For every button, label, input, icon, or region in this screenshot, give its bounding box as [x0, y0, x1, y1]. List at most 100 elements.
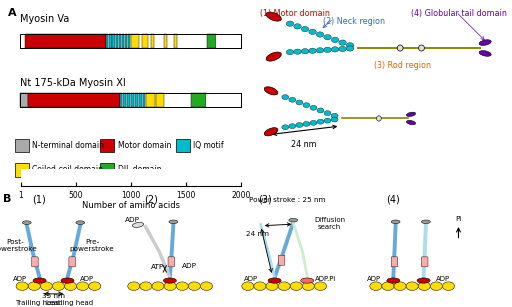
Text: Pi: Pi: [455, 216, 462, 222]
FancyBboxPatch shape: [119, 34, 121, 49]
Circle shape: [302, 282, 314, 290]
FancyBboxPatch shape: [123, 93, 126, 107]
Text: A: A: [8, 8, 16, 18]
Circle shape: [289, 124, 296, 129]
Text: ADP: ADP: [80, 276, 94, 282]
Circle shape: [176, 282, 188, 290]
Ellipse shape: [23, 221, 31, 224]
Ellipse shape: [391, 220, 400, 223]
Ellipse shape: [397, 45, 403, 51]
Circle shape: [266, 282, 278, 290]
Ellipse shape: [479, 40, 491, 45]
Circle shape: [28, 282, 40, 290]
Ellipse shape: [132, 223, 144, 227]
Text: Leading head: Leading head: [46, 300, 93, 306]
FancyBboxPatch shape: [176, 139, 189, 152]
Text: Nt 175-kDa Myosin XI: Nt 175-kDa Myosin XI: [20, 79, 126, 88]
Circle shape: [339, 46, 346, 52]
Text: 24 nm: 24 nm: [246, 231, 268, 237]
FancyBboxPatch shape: [15, 163, 29, 177]
Circle shape: [310, 105, 317, 110]
FancyBboxPatch shape: [20, 34, 25, 49]
Circle shape: [339, 40, 346, 45]
Text: Pre-
powerstroke: Pre- powerstroke: [70, 239, 114, 252]
Text: ADP: ADP: [367, 276, 381, 282]
Text: 24 nm: 24 nm: [291, 140, 316, 149]
Ellipse shape: [376, 116, 381, 121]
Circle shape: [282, 125, 289, 130]
Circle shape: [316, 32, 324, 37]
Text: Motor domain: Motor domain: [118, 141, 171, 150]
Text: (2): (2): [144, 195, 158, 204]
Circle shape: [188, 282, 200, 290]
Circle shape: [294, 24, 301, 29]
Circle shape: [324, 47, 331, 52]
Circle shape: [346, 43, 354, 48]
Circle shape: [128, 282, 140, 290]
FancyBboxPatch shape: [29, 93, 119, 107]
FancyBboxPatch shape: [421, 257, 428, 267]
Text: ADP: ADP: [125, 217, 140, 223]
Circle shape: [77, 282, 89, 290]
Circle shape: [278, 282, 290, 290]
Text: Power stroke : 25 nm: Power stroke : 25 nm: [249, 197, 326, 203]
Circle shape: [331, 117, 338, 122]
Circle shape: [394, 282, 406, 290]
Text: IQ motif: IQ motif: [193, 141, 223, 150]
Text: (2) Neck region: (2) Neck region: [323, 17, 385, 25]
Circle shape: [40, 282, 52, 290]
Ellipse shape: [33, 278, 46, 283]
Text: ADP: ADP: [182, 263, 197, 270]
FancyBboxPatch shape: [25, 34, 106, 49]
Circle shape: [316, 48, 324, 53]
FancyBboxPatch shape: [143, 93, 145, 107]
Circle shape: [309, 29, 316, 34]
Text: (1) Motor domain: (1) Motor domain: [261, 9, 330, 18]
Text: ADP: ADP: [13, 276, 27, 282]
Circle shape: [286, 49, 294, 55]
Circle shape: [317, 119, 324, 124]
FancyBboxPatch shape: [127, 93, 130, 107]
Circle shape: [290, 282, 302, 290]
Text: ADP.Pi: ADP.Pi: [315, 276, 336, 282]
Ellipse shape: [266, 52, 281, 61]
Circle shape: [65, 282, 77, 290]
Circle shape: [331, 37, 339, 43]
FancyBboxPatch shape: [100, 139, 114, 152]
Text: (1): (1): [33, 195, 46, 204]
FancyBboxPatch shape: [207, 34, 216, 49]
X-axis label: Number of amino acids: Number of amino acids: [82, 201, 180, 210]
Ellipse shape: [169, 220, 178, 223]
FancyBboxPatch shape: [391, 257, 398, 267]
Circle shape: [430, 282, 442, 290]
Circle shape: [324, 111, 331, 116]
Ellipse shape: [289, 218, 297, 222]
Text: Myosin Va: Myosin Va: [20, 14, 70, 24]
Text: ADP: ADP: [436, 276, 450, 282]
FancyBboxPatch shape: [20, 34, 241, 49]
FancyBboxPatch shape: [139, 93, 142, 107]
Circle shape: [140, 282, 152, 290]
Circle shape: [254, 282, 266, 290]
Circle shape: [303, 103, 310, 107]
FancyBboxPatch shape: [15, 139, 29, 152]
FancyBboxPatch shape: [122, 34, 124, 49]
FancyBboxPatch shape: [20, 93, 241, 107]
Circle shape: [301, 49, 309, 54]
Circle shape: [200, 282, 212, 290]
Circle shape: [164, 282, 176, 290]
Ellipse shape: [418, 45, 424, 51]
FancyBboxPatch shape: [151, 34, 154, 49]
Text: DIL domain: DIL domain: [118, 165, 161, 174]
Text: ADP: ADP: [244, 276, 259, 282]
FancyBboxPatch shape: [206, 93, 241, 107]
FancyBboxPatch shape: [125, 34, 127, 49]
Text: Post-
powerstroke: Post- powerstroke: [0, 239, 37, 252]
FancyBboxPatch shape: [174, 34, 177, 49]
Ellipse shape: [163, 278, 177, 283]
Ellipse shape: [417, 278, 430, 283]
Circle shape: [331, 113, 338, 118]
Circle shape: [442, 282, 455, 290]
Text: (3): (3): [259, 195, 272, 204]
Ellipse shape: [268, 278, 281, 283]
